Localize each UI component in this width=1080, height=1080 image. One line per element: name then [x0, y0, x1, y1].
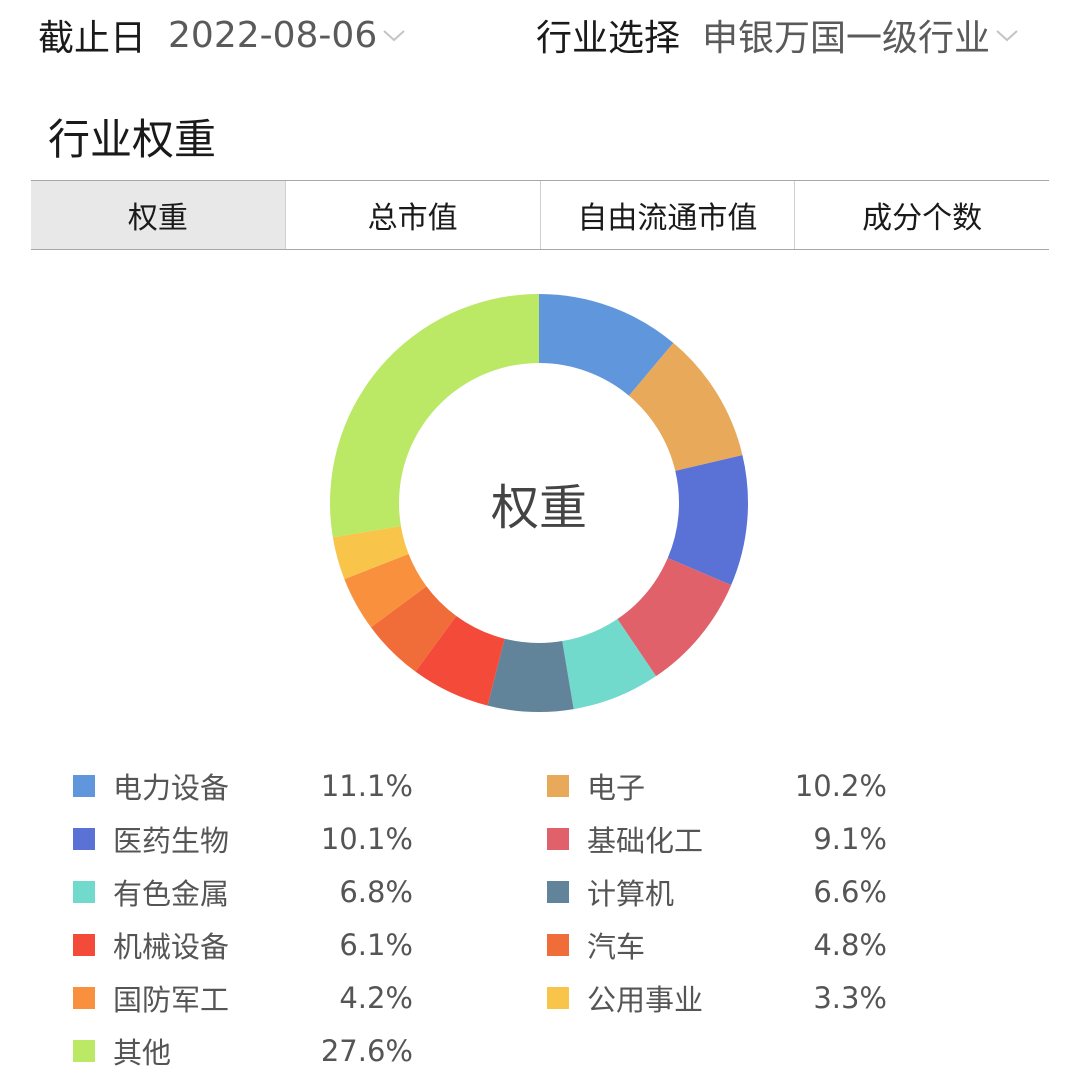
- legend-label: 其他: [113, 1036, 172, 1070]
- legend-label: 医药生物: [113, 824, 230, 858]
- legend-swatch: [73, 987, 95, 1009]
- date-filter-label: 截止日: [38, 18, 147, 59]
- legend-label: 汽车: [587, 930, 646, 964]
- legend-swatch: [547, 934, 569, 956]
- metric-tabs: 权重 总市值 自由流通市值 成分个数: [31, 180, 1049, 250]
- legend-swatch: [547, 775, 569, 797]
- filter-bar: 截止日 2022-08-06 行业选择 申银万国一级行业: [0, 0, 1080, 70]
- legend-label: 有色金属: [113, 877, 230, 911]
- donut-chart: 权重: [329, 293, 749, 713]
- legend-label: 电子: [587, 771, 646, 805]
- legend-value: 10.1%: [320, 822, 413, 856]
- legend-value: 4.2%: [339, 981, 413, 1015]
- donut-svg: [330, 294, 748, 712]
- legend-item[interactable]: 计算机 6.6%: [547, 872, 887, 912]
- date-filter[interactable]: 截止日 2022-08-06: [38, 12, 407, 59]
- donut-slice[interactable]: [539, 294, 674, 396]
- legend-item[interactable]: 其他 27.6%: [73, 1031, 413, 1071]
- chevron-down-icon[interactable]: [994, 22, 1020, 48]
- legend-item[interactable]: 国防军工 4.2%: [73, 978, 413, 1018]
- tab-total-market-cap[interactable]: 总市值: [284, 181, 540, 249]
- industry-filter-label: 行业选择: [536, 18, 681, 59]
- legend-swatch: [73, 934, 95, 956]
- donut-slice[interactable]: [628, 342, 743, 471]
- legend-label: 机械设备: [113, 930, 230, 964]
- legend-swatch: [73, 881, 95, 903]
- donut-slice[interactable]: [487, 638, 574, 712]
- legend-value: 9.1%: [813, 822, 887, 856]
- legend-label: 公用事业: [587, 983, 704, 1017]
- legend-label: 计算机: [587, 877, 675, 911]
- donut-slice[interactable]: [344, 553, 427, 628]
- chevron-down-icon[interactable]: [381, 22, 407, 48]
- legend-item[interactable]: 公用事业 3.3%: [547, 978, 887, 1018]
- legend-value: 6.6%: [813, 875, 887, 909]
- section-title: 行业权重: [48, 115, 217, 164]
- donut-center-label: 权重: [490, 480, 587, 536]
- legend-item[interactable]: 基础化工 9.1%: [547, 819, 887, 859]
- legend-value: 4.8%: [813, 928, 887, 962]
- legend-swatch: [547, 987, 569, 1009]
- tab-free-float-market-cap[interactable]: 自由流通市值: [539, 181, 795, 249]
- donut-slice[interactable]: [667, 455, 748, 586]
- legend-swatch: [547, 828, 569, 850]
- donut-slice[interactable]: [617, 558, 732, 677]
- legend-value: 6.8%: [339, 875, 413, 909]
- legend-item[interactable]: 有色金属 6.8%: [73, 872, 413, 912]
- legend-item[interactable]: 汽车 4.8%: [547, 925, 887, 965]
- tab-weight[interactable]: 权重: [31, 181, 285, 249]
- legend-item[interactable]: 电力设备 11.1%: [73, 766, 413, 806]
- tab-constituent-count[interactable]: 成分个数: [794, 181, 1049, 249]
- legend-label: 国防军工: [113, 983, 230, 1017]
- legend-swatch: [547, 881, 569, 903]
- legend-value: 11.1%: [320, 769, 413, 803]
- legend-item[interactable]: 电子 10.2%: [547, 766, 887, 806]
- donut-slice[interactable]: [415, 615, 505, 706]
- donut-slice[interactable]: [370, 586, 457, 672]
- date-filter-value[interactable]: 2022-08-06: [168, 14, 378, 56]
- legend-swatch: [73, 1040, 95, 1062]
- industry-filter-value[interactable]: 申银万国一级行业: [702, 18, 991, 59]
- legend-label: 基础化工: [587, 824, 704, 858]
- legend-value: 3.3%: [813, 981, 887, 1015]
- legend-swatch: [73, 775, 95, 797]
- legend-item[interactable]: 医药生物 10.1%: [73, 819, 413, 859]
- legend-value: 6.1%: [339, 928, 413, 962]
- legend-value: 27.6%: [320, 1034, 413, 1068]
- industry-filter[interactable]: 行业选择 申银万国一级行业: [536, 12, 1020, 59]
- donut-slice[interactable]: [562, 618, 657, 710]
- legend-label: 电力设备: [113, 771, 230, 805]
- donut-slice[interactable]: [332, 526, 409, 580]
- legend-swatch: [73, 828, 95, 850]
- donut-slice[interactable]: [330, 294, 539, 538]
- legend-value: 10.2%: [794, 769, 887, 803]
- legend-item[interactable]: 机械设备 6.1%: [73, 925, 413, 965]
